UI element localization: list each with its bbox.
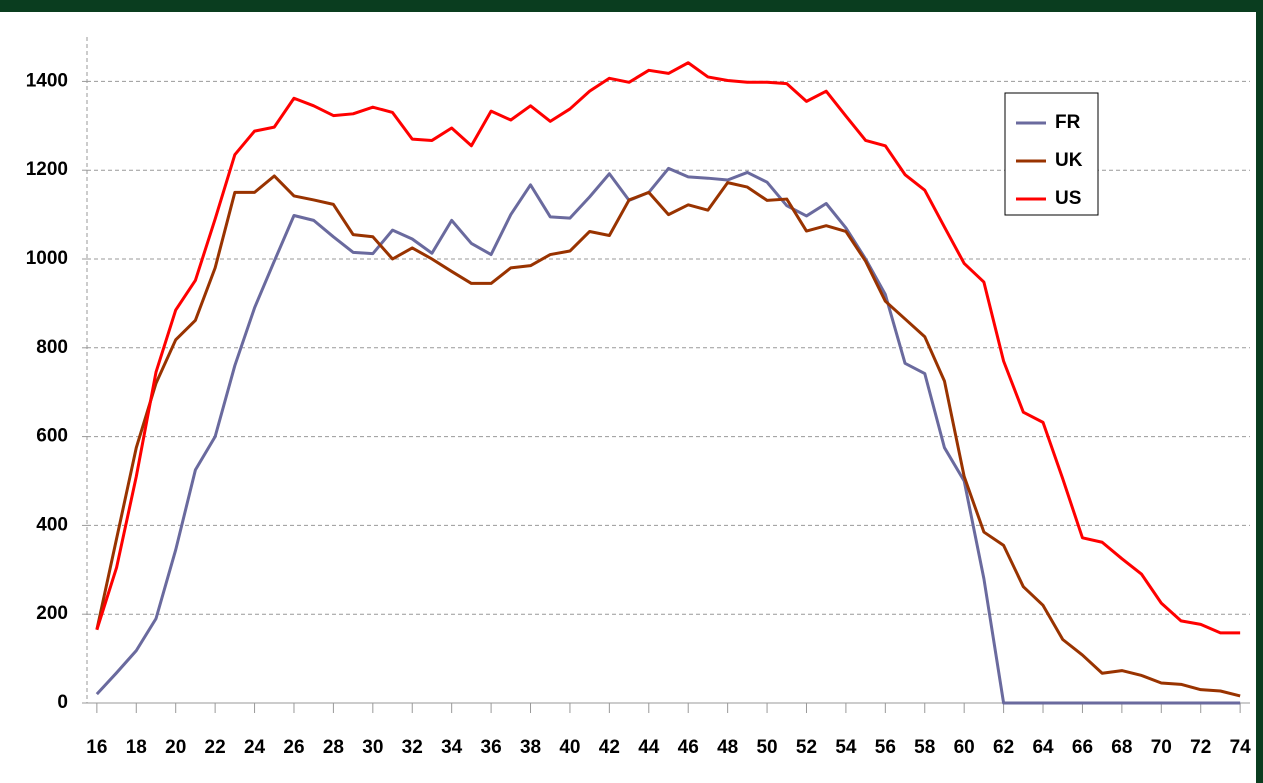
x-tick-label: 68 [1111,737,1132,758]
x-tick-label: 22 [205,737,226,758]
x-tick-label: 18 [126,737,147,758]
legend-label: FR [1055,112,1081,133]
legend-label: UK [1055,150,1083,171]
x-tick-label: 40 [559,737,580,758]
x-tick-label: 26 [283,737,304,758]
series-line [95,174,1241,698]
x-tick-label: 64 [1032,737,1054,758]
y-tick-label: 1200 [26,159,68,180]
y-tick-label: 200 [36,603,68,624]
x-tick-label: 66 [1072,737,1093,758]
x-tick-label: 54 [835,737,857,758]
x-tick-label: 70 [1151,737,1172,758]
y-tick-label: 1400 [26,70,68,91]
x-tick-label: 20 [165,737,186,758]
y-tick-label: 600 [36,426,68,447]
x-tick-label: 42 [599,737,620,758]
x-tick-label: 48 [717,737,738,758]
x-tick-label: 30 [362,737,383,758]
x-tick-label: 56 [875,737,896,758]
x-tick-label: 52 [796,737,817,758]
legend-label: US [1055,188,1081,209]
y-tick-label: 800 [36,337,68,358]
x-tick-label: 36 [481,737,502,758]
x-tick-label: 58 [914,737,935,758]
x-tick-label: 32 [402,737,423,758]
x-tick-label: 44 [638,737,660,758]
legend-box [1004,92,1099,216]
series-line [95,166,1241,705]
y-tick-label: 400 [36,514,68,535]
x-tick-label: 62 [993,737,1014,758]
y-tick-label: 0 [57,692,68,713]
x-tick-label: 74 [1230,737,1252,758]
x-tick-label: 16 [86,737,107,758]
x-tick-label: 24 [244,737,266,758]
x-tick-label: 50 [756,737,777,758]
x-tick-label: 34 [441,737,463,758]
series-line [95,61,1241,635]
right-bar [1256,0,1263,783]
x-tick-label: 38 [520,737,541,758]
x-tick-label: 28 [323,737,344,758]
x-tick-label: 60 [954,737,975,758]
x-tick-label: 72 [1190,737,1211,758]
x-tick-label: 46 [678,737,699,758]
top-bar [0,0,1263,12]
y-tick-label: 1000 [26,248,68,269]
